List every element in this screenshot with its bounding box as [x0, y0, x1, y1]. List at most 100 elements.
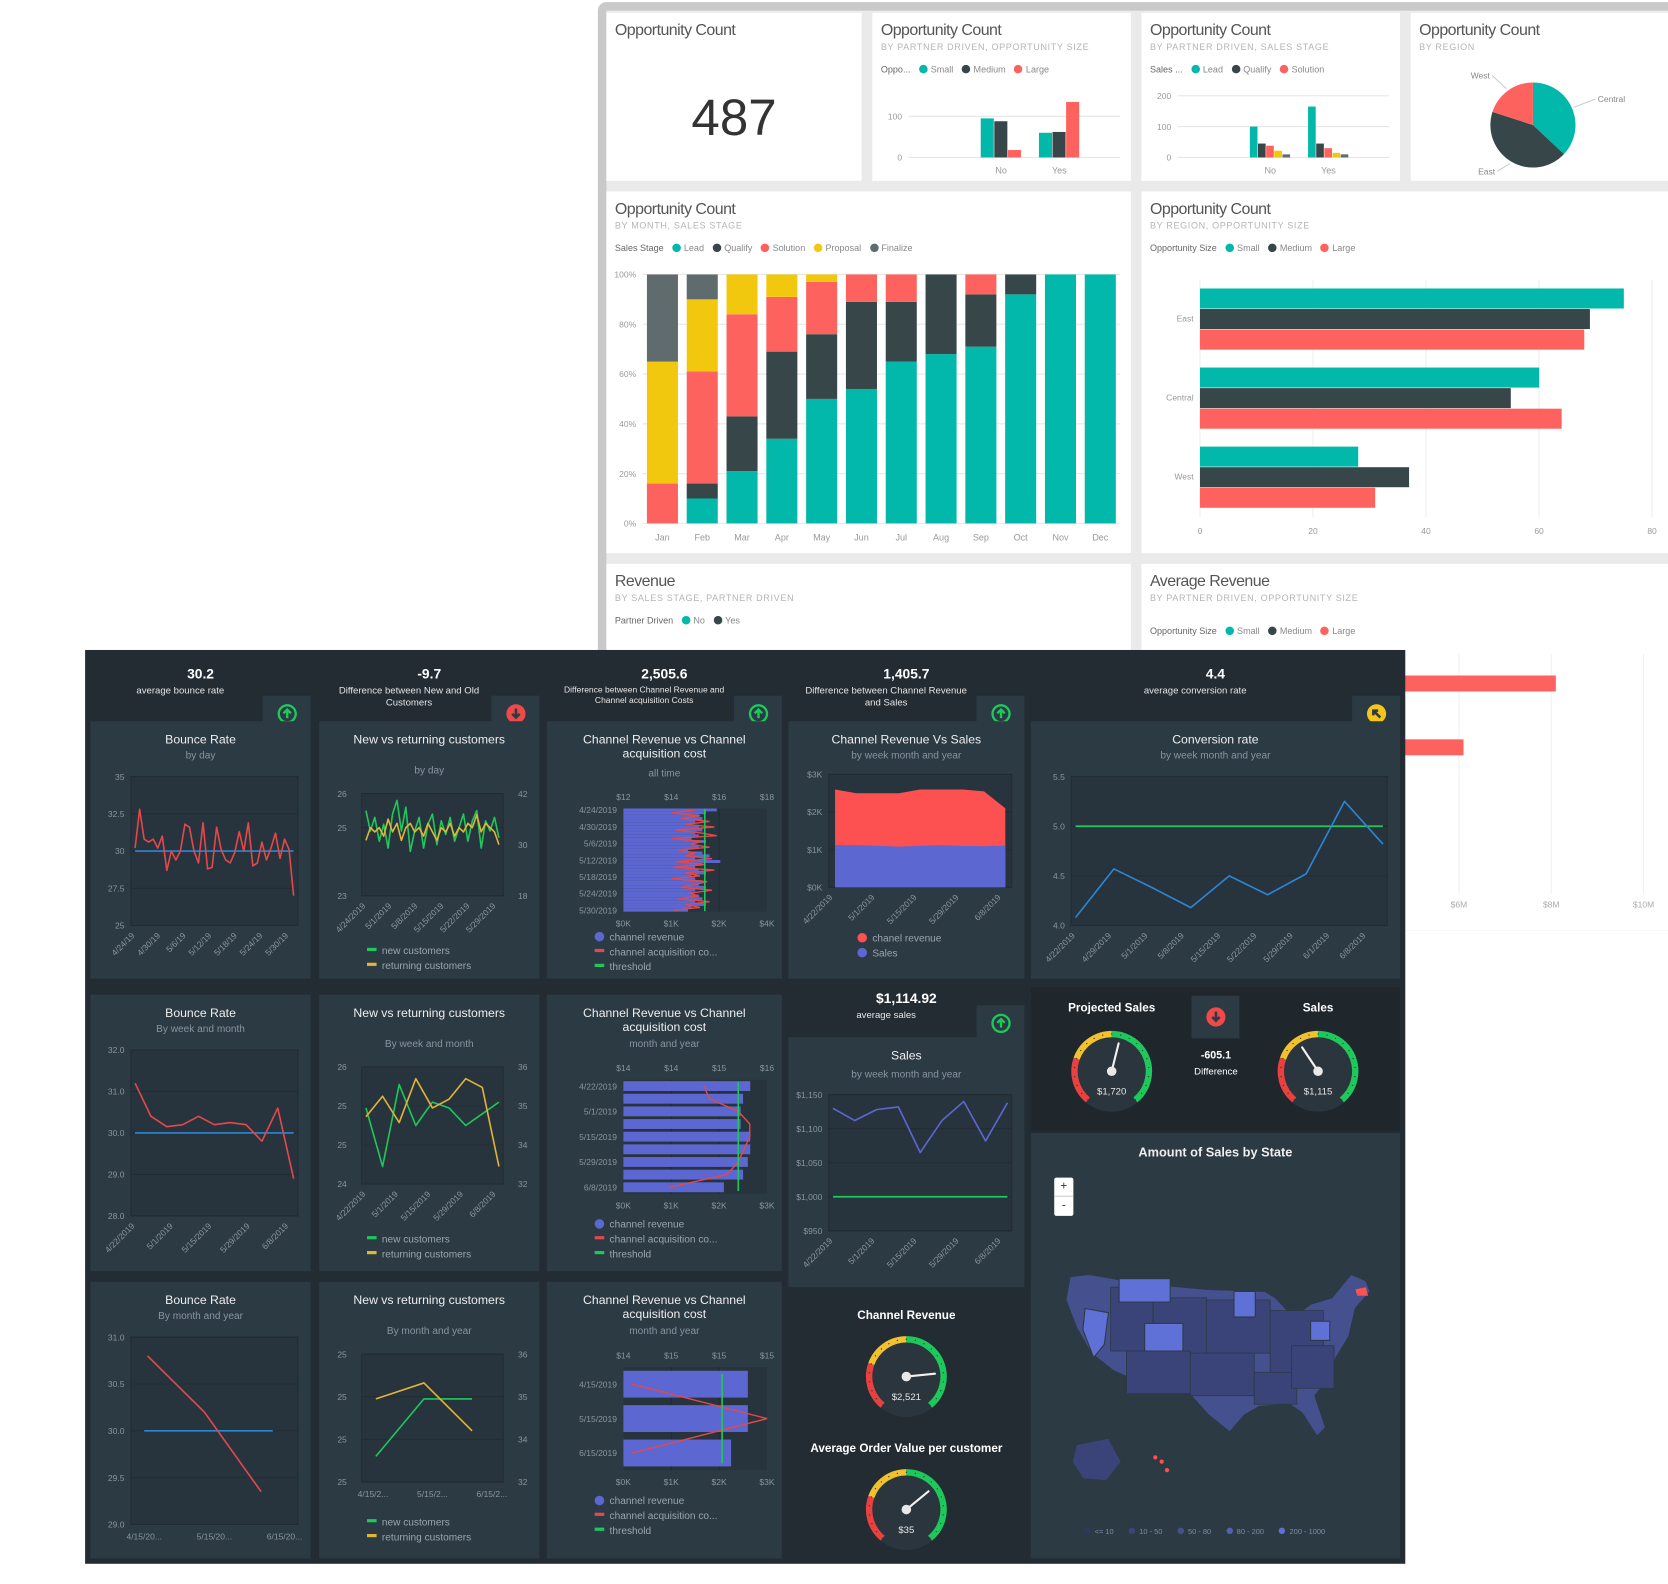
dual-axis-line-chart: 25 25 25 25 32 34 35 36 4/15/2... 5/15/2... 6/15/2…	[337, 1349, 527, 1498]
legend-item[interactable]: Small	[1225, 243, 1260, 253]
chart-card[interactable]: New vs returning customers By week and m…	[319, 994, 540, 1272]
legend-item[interactable]: new customers	[367, 1516, 471, 1531]
x-tick-label: 5/1/2019	[846, 892, 877, 923]
bar	[623, 828, 703, 832]
bar-segment	[766, 351, 798, 439]
y-tick-label: $3K	[807, 770, 822, 780]
legend-item[interactable]: Lead	[1191, 64, 1223, 74]
map-card[interactable]: Amount of Sales by State + - <= 10 10 - 5…	[1030, 1132, 1400, 1559]
legend-item[interactable]: new customers	[367, 945, 471, 960]
legend-item[interactable]: Medium	[1268, 626, 1312, 636]
y-tick-label: 5/1/2019	[584, 1107, 617, 1117]
legend-label: Small	[930, 63, 954, 75]
x-tick-label: 4/29/2019	[1079, 930, 1113, 964]
chart-card[interactable]: Channel Revenue vs Channel acquisition c…	[546, 721, 782, 979]
chart-card[interactable]: Opportunity Count BY REGION Central East W…	[1410, 12, 1668, 181]
card-subtitle: BY REGION, OPPORTUNITY SIZE	[1149, 220, 1310, 231]
legend-item[interactable]: channel revenue	[594, 931, 718, 946]
legend-item[interactable]: Small	[1225, 626, 1260, 636]
bar	[1007, 150, 1021, 158]
chart-card[interactable]: Sales by week month and year $950 $1,000 $…	[788, 1037, 1025, 1288]
legend-item[interactable]: Solution	[1279, 64, 1324, 74]
legend-item[interactable]: Sales	[857, 947, 941, 962]
legend-item[interactable]: threshold	[594, 961, 718, 976]
legend-item[interactable]: channel acquisition co...	[594, 1233, 717, 1248]
legend-item[interactable]: threshold	[594, 1248, 718, 1263]
chart-card[interactable]: Channel Revenue vs Channel acquisition c…	[546, 1281, 782, 1559]
gauge-tick	[1282, 1057, 1284, 1060]
chart-card[interactable]: Opportunity Count BY MONTH, SALES STAGE …	[606, 191, 1131, 554]
legend-item[interactable]: new customers	[367, 1233, 471, 1248]
gauge-tick	[1146, 1057, 1148, 1060]
legend-item[interactable]: Finalize	[869, 243, 913, 253]
legend-swatch	[367, 1519, 377, 1523]
chart-card[interactable]: Opportunity Count BY REGION, OPPORTUNITY…	[1141, 191, 1668, 554]
difference-trend-button[interactable]	[1191, 995, 1240, 1039]
legend-item[interactable]: Lead	[672, 243, 704, 253]
kpi-card-opportunity-count[interactable]: Opportunity Count 487	[606, 12, 862, 181]
gauge-tick	[1141, 1049, 1144, 1052]
chart-card[interactable]: New vs returning customers By month and …	[319, 1281, 540, 1559]
legend-item[interactable]: channel acquisition co...	[594, 946, 717, 961]
legend-item[interactable]: Qualify	[712, 243, 752, 253]
arrow-down-circle-icon	[1205, 1007, 1225, 1027]
legend-item[interactable]: threshold	[594, 1524, 718, 1539]
chart-card[interactable]: Bounce Rate By week and month 28.0 29.0 30…	[90, 994, 311, 1272]
legend-item[interactable]: Solution	[760, 243, 805, 253]
kpi-header: 1,405.7 Difference between Channel Reven…	[788, 660, 1025, 731]
legend-item[interactable]: Large	[1014, 64, 1049, 74]
us-choropleth-map[interactable]	[1047, 1234, 1387, 1500]
legend-item[interactable]: returning customers	[367, 1531, 471, 1546]
legend-label: Sales	[872, 947, 898, 960]
gauge-tick	[1134, 1099, 1137, 1101]
chart-title: New vs returning customers	[353, 1007, 506, 1021]
bar-segment	[726, 274, 758, 315]
legend-item[interactable]: returning customers	[367, 960, 471, 975]
bar	[623, 1093, 744, 1104]
zoom-out-button[interactable]: -	[1061, 1198, 1066, 1212]
chart-card[interactable]: Bounce Rate by day 25 27.5 30 32.5 35 4/24/19…	[90, 721, 311, 979]
chart-card[interactable]: Conversion rate by week month and year 4…	[1030, 721, 1400, 979]
chart-title: Channel Revenue vs Channel acquisition c…	[583, 734, 746, 761]
legend-item[interactable]: channel revenue	[594, 1495, 718, 1510]
legend-item[interactable]: Large	[1320, 243, 1355, 253]
legend-item[interactable]: Large	[1320, 626, 1355, 636]
legend-item[interactable]: channel acquisition co...	[594, 1510, 717, 1525]
pie-slice	[1490, 111, 1564, 168]
legend-item[interactable]: Qualify	[1231, 64, 1271, 74]
legend-item[interactable]: Medium	[961, 64, 1006, 74]
y-tick-label: Central	[1166, 392, 1194, 402]
chart-card[interactable]: New vs returning customers by day 23 25 26…	[319, 721, 540, 979]
zoom-in-button[interactable]: +	[1054, 1178, 1074, 1197]
y-tick-label: $1,150	[796, 1090, 822, 1100]
legend-item[interactable]: Proposal	[813, 243, 861, 253]
y-tick-label: 4/15/2019	[579, 1379, 617, 1389]
legend-item[interactable]: returning customers	[367, 1248, 471, 1263]
bar-segment	[925, 274, 957, 355]
legend-item[interactable]: Small	[919, 63, 954, 75]
pie-slice	[1532, 82, 1576, 155]
chart-card[interactable]: Bounce Rate By month and year 29.0 29.5 30…	[90, 1281, 311, 1559]
kpi-header: $1,114.92 average sales	[788, 984, 1025, 1046]
x-tick-label: $0K	[616, 919, 631, 929]
bar	[1066, 101, 1080, 158]
kpi-trend-button[interactable]	[1352, 695, 1400, 731]
legend-title: Opportunity Size	[1149, 242, 1217, 254]
legend-item[interactable]: No	[681, 615, 705, 626]
gauge-band	[1280, 1030, 1319, 1060]
chart-card[interactable]: Opportunity Count BY PARTNER DRIVEN, OPP…	[872, 12, 1131, 181]
x-tick-label: 0	[1198, 526, 1203, 536]
kpi-header: 30.2 average bounce rate	[90, 660, 311, 731]
chart-card[interactable]: Channel Revenue Vs Sales by week month a…	[788, 721, 1025, 979]
x-tick-label: Yes	[1321, 165, 1336, 175]
x-tick-label: Yes	[1052, 165, 1067, 175]
y-tick-label: 31.0	[108, 1087, 125, 1097]
chart-card[interactable]: Opportunity Count BY PARTNER DRIVEN, SAL…	[1141, 12, 1400, 181]
legend-item[interactable]: chanel revenue	[857, 932, 941, 947]
legend-item[interactable]: Medium	[1268, 243, 1312, 253]
legend-item[interactable]: Yes	[713, 615, 740, 626]
kpi-trend-button[interactable]	[976, 1005, 1025, 1041]
legend-item[interactable]: channel revenue	[594, 1218, 718, 1233]
chart-card[interactable]: Channel Revenue vs Channel acquisition c…	[546, 994, 782, 1272]
line-series	[832, 1100, 1009, 1154]
